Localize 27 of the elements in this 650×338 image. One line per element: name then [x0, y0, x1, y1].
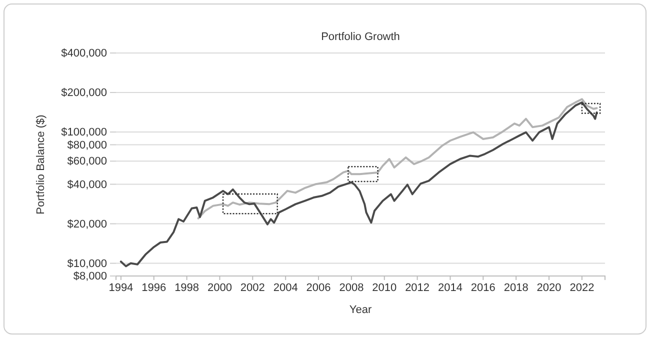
x-tick-label: 2010: [372, 282, 397, 294]
y-tick-label: $200,000: [61, 87, 107, 100]
y-tick-label: $100,000: [61, 126, 107, 139]
x-tick-label: 2008: [339, 282, 364, 294]
y-tick-label: $10,000: [67, 258, 107, 270]
x-tick-label: 2006: [306, 282, 331, 294]
y-tick-label: $400,000: [61, 48, 107, 60]
x-tick-label: 2016: [470, 282, 496, 294]
y-tick-label: $8,000: [73, 270, 107, 283]
x-tick-label: 1998: [174, 282, 200, 294]
x-tick-label: 1994: [108, 282, 134, 294]
x-axis-title: Year: [349, 304, 372, 316]
x-tick-label: 2000: [207, 282, 232, 294]
x-tick-label: 2014: [438, 282, 462, 294]
x-tick-label: 2004: [273, 282, 298, 294]
x-tick-label: 2020: [536, 282, 562, 294]
chart-title: Portfolio Growth: [321, 31, 400, 43]
y-tick-label: $40,000: [67, 178, 107, 191]
x-tick-label: 2002: [240, 282, 265, 294]
y-tick-label: $60,000: [67, 156, 107, 168]
x-tick-label: 2022: [570, 282, 594, 294]
y-tick-label: $20,000: [67, 218, 107, 230]
x-tick-label: 2012: [405, 282, 430, 294]
y-axis-title: Portfolio Balance ($): [35, 114, 47, 214]
x-tick-label: 2018: [504, 282, 528, 294]
y-tick-label: $80,000: [67, 139, 107, 152]
x-tick-label: 1996: [142, 282, 166, 294]
